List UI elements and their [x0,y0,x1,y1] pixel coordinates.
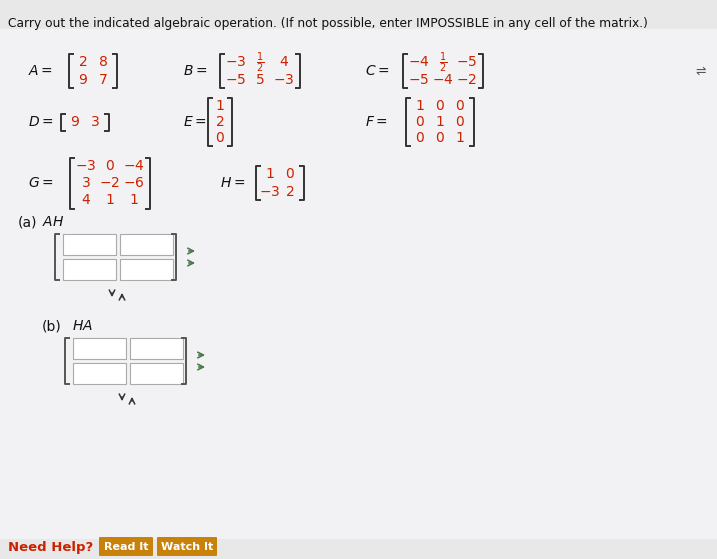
Text: $-3$: $-3$ [273,73,295,87]
Text: $-4$: $-4$ [123,159,145,173]
Text: $-2$: $-2$ [100,176,120,190]
Text: $-2$: $-2$ [457,73,478,87]
Text: $1$: $1$ [455,131,465,145]
Text: $1$: $1$ [105,193,115,207]
Text: $E =$: $E =$ [183,115,206,129]
Text: $-3$: $-3$ [260,184,280,198]
Text: $-6$: $-6$ [123,176,145,190]
Text: $C =$: $C =$ [365,64,389,78]
Text: $8$: $8$ [98,55,108,69]
Text: $3$: $3$ [81,176,91,190]
Text: (a): (a) [18,215,37,229]
Text: $0$: $0$ [455,99,465,113]
Text: $-4$: $-4$ [432,73,454,87]
Text: $A =$: $A =$ [28,64,53,78]
Bar [73,338,126,359]
Text: $-5$: $-5$ [457,55,478,69]
Text: $B =$: $B =$ [183,64,207,78]
Text: $0$: $0$ [215,131,225,145]
FancyBboxPatch shape [99,537,153,556]
Text: $-5$: $-5$ [225,73,247,87]
Text: $-3$: $-3$ [225,55,247,69]
Text: $-5$: $-5$ [409,73,429,87]
Text: $HA$: $HA$ [72,319,93,333]
Text: $0$: $0$ [455,115,465,129]
Text: $7$: $7$ [98,73,108,87]
Text: $1$: $1$ [435,115,445,129]
Text: $\frac{1}{2}$: $\frac{1}{2}$ [439,50,447,75]
Bar [63,234,116,255]
Text: $2$: $2$ [285,184,295,198]
Text: $1$: $1$ [415,99,424,113]
Text: $0$: $0$ [415,115,425,129]
Text: $G =$: $G =$ [28,176,54,190]
Text: $9$: $9$ [78,73,88,87]
Bar [73,363,126,384]
Text: $1$: $1$ [215,99,225,113]
Bar [120,259,173,280]
Text: $1$: $1$ [265,168,275,182]
Text: $\rightleftharpoons$: $\rightleftharpoons$ [693,64,707,78]
Text: $F =$: $F =$ [365,115,388,129]
Bar [120,234,173,255]
Text: Need Help?: Need Help? [8,541,93,553]
Bar [130,338,183,359]
Text: $0$: $0$ [415,131,425,145]
Text: $2$: $2$ [78,55,87,69]
Text: $AH$: $AH$ [42,215,65,229]
Text: $5$: $5$ [255,73,265,87]
Text: $4$: $4$ [279,55,289,69]
Text: $0$: $0$ [105,159,115,173]
Text: $4$: $4$ [81,193,91,207]
Text: $3$: $3$ [90,115,100,129]
Bar [63,259,116,280]
Text: $0$: $0$ [435,131,445,145]
Text: $9$: $9$ [70,115,80,129]
Text: $0$: $0$ [435,99,445,113]
Text: Watch It: Watch It [161,542,213,552]
Text: $\frac{1}{2}$: $\frac{1}{2}$ [256,50,264,75]
Bar [130,363,183,384]
Text: $1$: $1$ [129,193,139,207]
Text: $0$: $0$ [285,168,295,182]
Text: $D =$: $D =$ [28,115,54,129]
FancyBboxPatch shape [0,29,717,539]
Text: (b): (b) [42,319,62,333]
Text: Carry out the indicated algebraic operation. (If not possible, enter IMPOSSIBLE : Carry out the indicated algebraic operat… [8,17,648,30]
Text: $-4$: $-4$ [408,55,429,69]
Text: $-3$: $-3$ [75,159,97,173]
Text: $2$: $2$ [215,115,224,129]
FancyBboxPatch shape [157,537,217,556]
Text: $H =$: $H =$ [220,176,245,190]
Text: Read It: Read It [104,542,148,552]
